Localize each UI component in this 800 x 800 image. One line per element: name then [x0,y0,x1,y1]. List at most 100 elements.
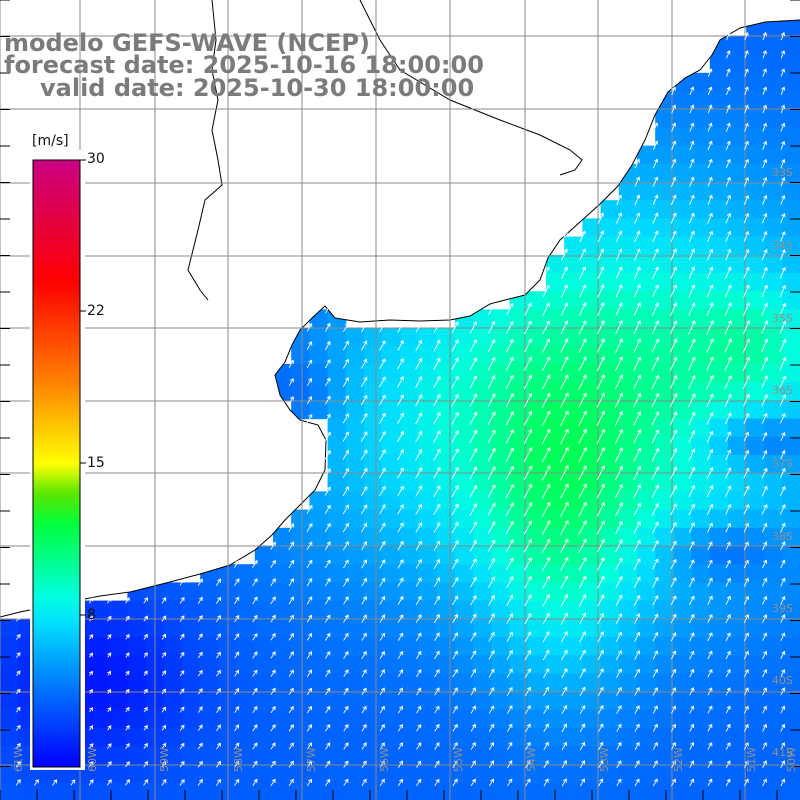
wind-cell [163,655,183,674]
wind-arrow [761,522,768,533]
wind-cell [709,327,729,347]
wind-cell [582,582,602,602]
wind-arrow [397,504,404,515]
latitude-label: 41S [772,746,793,759]
wind-arrow [651,284,659,298]
wind-arrow [707,86,713,96]
wind-arrow [197,633,203,641]
wind-arrow [743,431,750,442]
wind-arrow [161,706,166,713]
wind-arrow [416,723,422,732]
wind-arrow [470,668,477,678]
wind-cell [546,673,565,693]
wind-cell [273,600,292,620]
wind-cell [291,364,310,383]
wind-arrow [634,686,640,696]
wind-cell [91,655,110,674]
wind-cell [527,418,547,438]
wind-arrow [505,392,514,408]
wind-arrow [560,501,569,517]
wind-cell [345,746,365,765]
wind-cell [564,364,583,383]
wind-cell [345,655,365,674]
wind-cell [473,327,492,347]
wind-cell [200,618,219,638]
wind-arrow [542,356,551,372]
wind-arrow [725,122,731,132]
wind-cell [364,637,383,656]
wind-arrow [270,632,276,641]
wind-arrow [125,652,130,658]
wind-arrow [216,669,221,677]
wind-cell [618,655,638,674]
wind-arrow [88,779,94,786]
wind-arrow [780,86,786,95]
wind-cell [746,163,765,183]
wind-cell [527,764,547,784]
wind-cell [436,382,456,401]
wind-cell [0,637,19,656]
wind-arrow [452,668,458,678]
wind-arrow [234,633,240,641]
wind-cell [309,527,329,547]
wind-cell [673,127,693,147]
longitude-label: 54W [525,747,538,772]
wind-cell [655,527,674,547]
wind-cell [637,200,656,219]
wind-cell [655,436,674,456]
title-model: modelo GEFS-WAVE (NCEP) [4,29,370,57]
wind-arrow [725,687,731,696]
wind-arrow [669,429,678,444]
border-line [187,0,223,301]
wind-cell [436,509,456,529]
wind-cell [254,637,274,656]
wind-cell [709,582,729,602]
wind-arrow [505,338,514,353]
wind-arrow [596,483,605,499]
wind-cell [527,491,547,511]
wind-arrow [488,686,495,696]
wind-arrow [651,484,660,498]
wind-arrow [70,779,76,786]
wind-cell [473,564,492,583]
wind-arrow [671,723,677,732]
wind-cell [709,473,729,492]
wind-cell [782,691,800,711]
wind-cell [200,637,219,656]
wind-cell [364,382,383,401]
wind-arrow [234,687,240,695]
wind-arrow [524,649,532,661]
wind-cell [600,309,620,329]
wind-arrow [742,302,750,316]
wind-arrow [361,760,367,768]
wind-arrow [724,412,732,425]
wind-cell [764,218,784,238]
wind-cell [618,564,638,583]
wind-cell [546,618,565,638]
wind-cell [309,509,329,529]
wind-cell [273,564,292,583]
wind-arrow [488,613,495,624]
wind-arrow [652,176,659,187]
wind-arrow [452,687,458,696]
wind-cell [273,655,292,674]
wind-arrow [252,742,258,750]
wind-cell [691,364,711,383]
wind-arrow [306,596,313,605]
wind-arrow [89,707,93,713]
wind-cell [473,582,492,602]
wind-arrow [671,760,676,769]
wind-cell [455,673,474,693]
wind-cell [582,673,602,693]
wind-arrow [361,650,367,659]
wind-cell [637,273,656,292]
wind-cell [91,600,110,620]
wind-arrow [780,522,786,533]
wind-cell [637,600,656,620]
wind-arrow [379,540,386,551]
wind-arrow [743,212,750,224]
wind-cell [691,509,711,529]
wind-arrow [543,760,549,769]
wind-arrow [342,413,350,424]
wind-cell [782,509,800,529]
